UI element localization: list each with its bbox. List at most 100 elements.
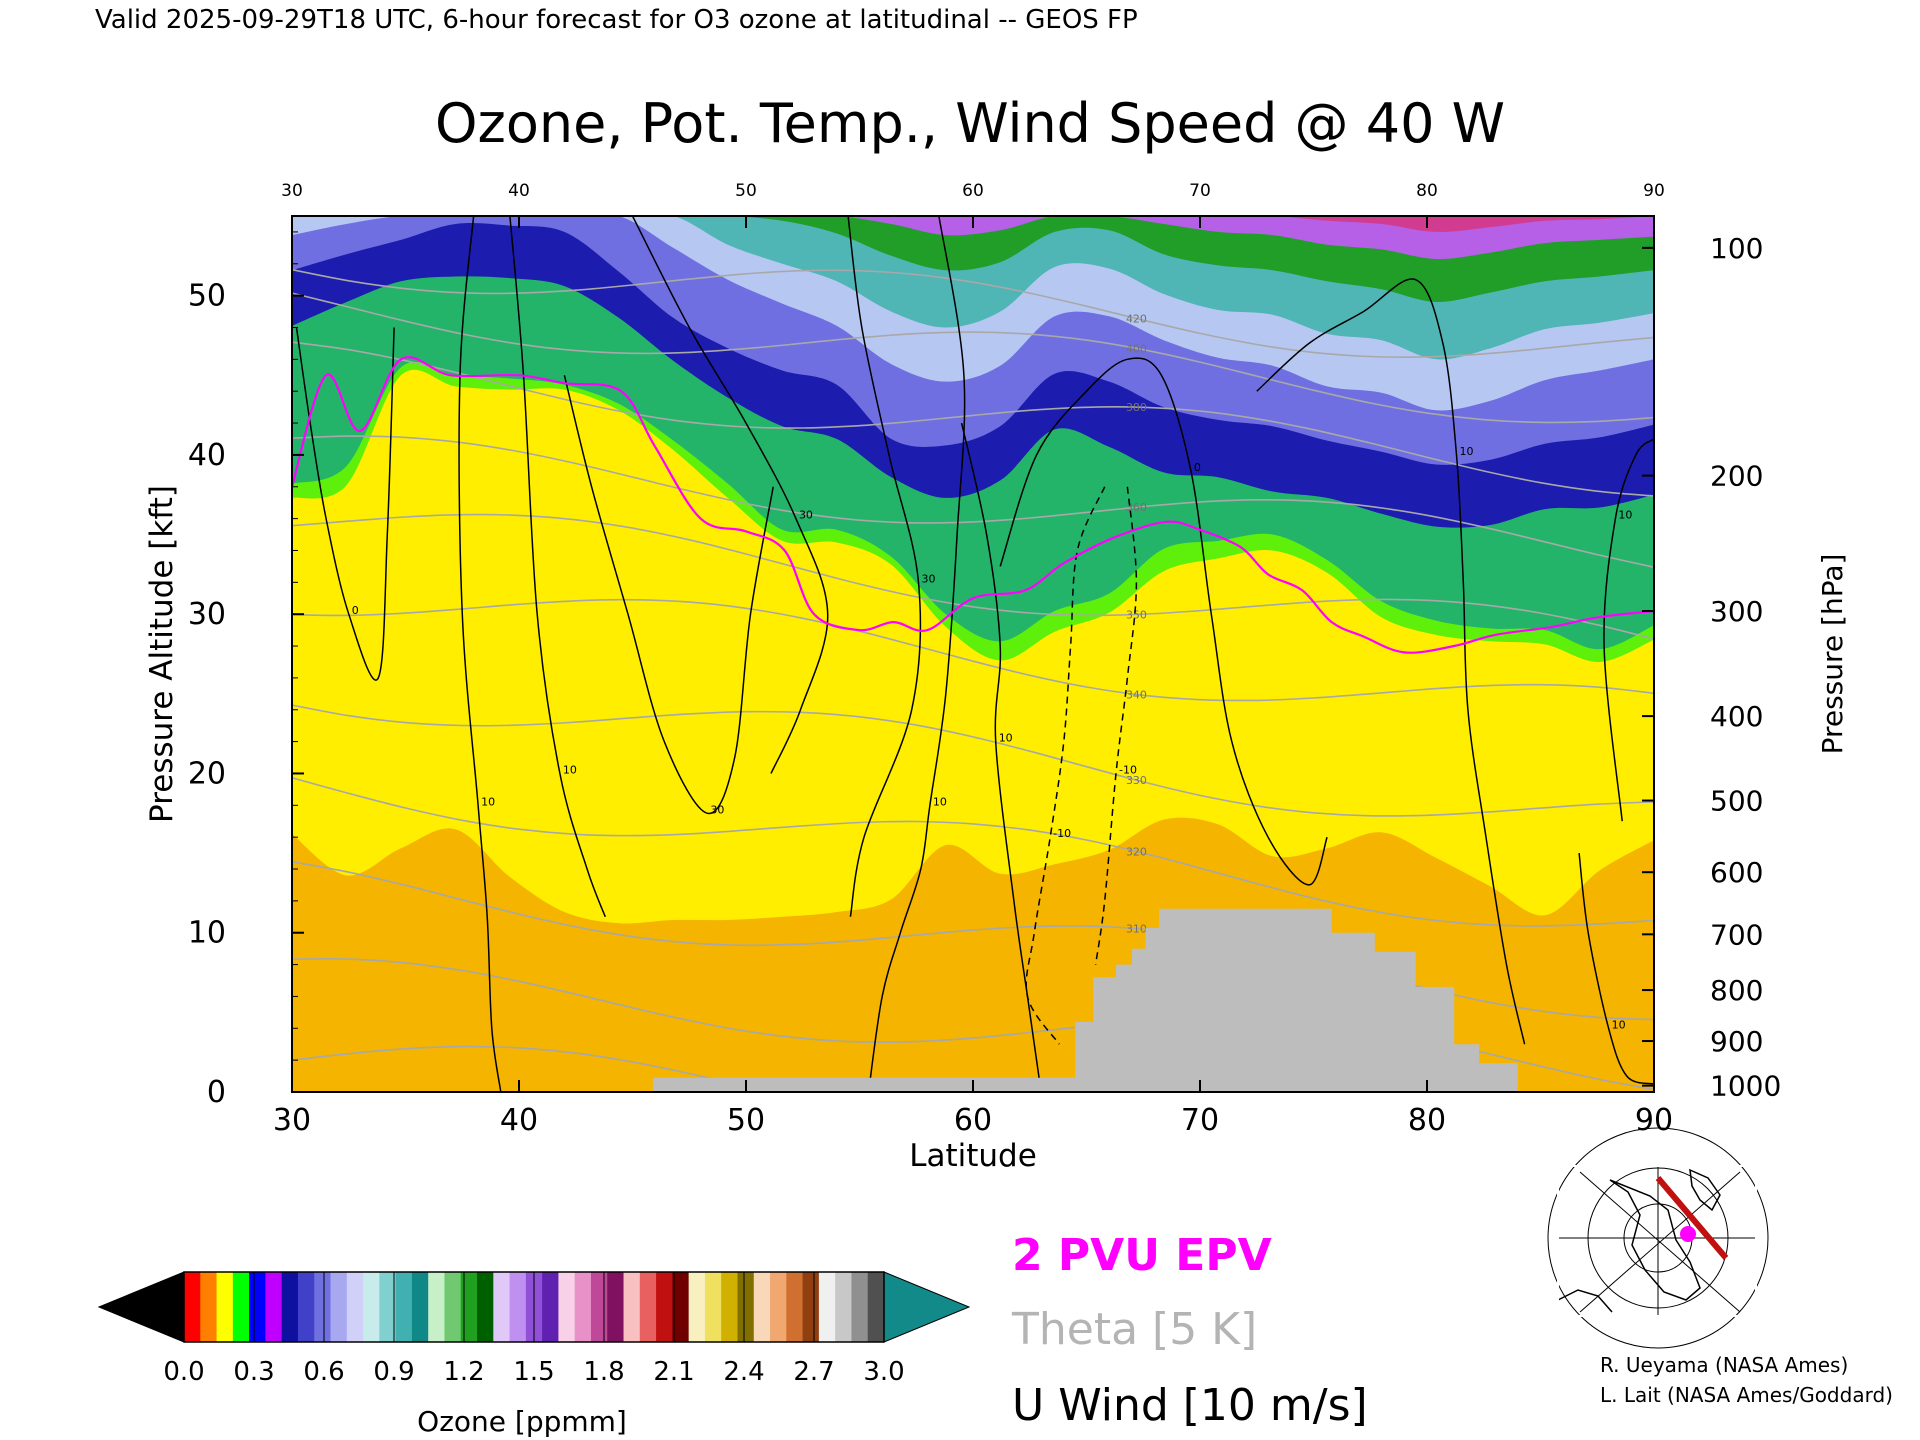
colorbar-tick-label: 2.7 (793, 1357, 834, 1387)
pressure-tick-label: 600 (1710, 856, 1763, 889)
ozone-bands (292, 216, 1654, 1000)
credit-line-2: L. Lait (NASA Ames/Goddard) (1600, 1383, 1893, 1407)
theta-contour (292, 704, 1654, 817)
colorbar-swatch (721, 1272, 738, 1342)
u-wind-contour-label: -10 (1053, 827, 1071, 840)
u-wind-contour (1578, 853, 1654, 1085)
colorbar-swatch (867, 1272, 885, 1342)
colorbar-swatch (216, 1272, 234, 1342)
colorbar-swatch (509, 1272, 527, 1342)
colorbar-left-extension (97, 1271, 185, 1343)
x-top-tick-label: 90 (1643, 181, 1665, 201)
theta-contour (292, 435, 1654, 568)
x-tick-label: 80 (1408, 1103, 1446, 1138)
u-wind-contour-label: 0 (352, 604, 359, 617)
theta-contour (292, 292, 1654, 424)
theta-contour-label: 360 (1126, 501, 1147, 514)
u-wind-contour (1603, 438, 1654, 822)
colorbar-swatch (558, 1272, 576, 1342)
u-wind-contour-label: -10 (1119, 763, 1137, 776)
u-wind-contour-label: 10 (1460, 445, 1474, 458)
globe-map-icon (1547, 1127, 1769, 1349)
colorbar-swatch (297, 1272, 315, 1342)
theta-contour (292, 777, 1654, 927)
pressure-tick-label: 100 (1710, 232, 1763, 265)
colorbar-swatch (232, 1272, 250, 1342)
u-wind-contour-label: 10 (481, 795, 495, 808)
theta-contour-label: 380 (1126, 401, 1147, 414)
chart-title: Ozone, Pot. Temp., Wind Speed @ 40 W (435, 92, 1505, 155)
x-tick-label: 60 (954, 1103, 992, 1138)
colorbar-swatch (249, 1272, 266, 1342)
colorbar-tick-label: 1.8 (583, 1357, 624, 1387)
colorbar-tick-label: 0.9 (373, 1357, 414, 1387)
u-wind-contour (295, 327, 395, 681)
pressure-tick-label: 1000 (1710, 1070, 1781, 1103)
colorbar-swatch (672, 1272, 690, 1342)
theta-contour-label: 320 (1126, 845, 1147, 858)
colorbar-swatch (574, 1272, 592, 1342)
u-wind-contour (867, 216, 966, 1092)
epv-contour (292, 356, 1654, 654)
colorbar-swatch (395, 1272, 413, 1342)
colorbar-right-extension (883, 1271, 971, 1343)
colorbar-tick-label: 0.3 (233, 1357, 274, 1387)
theta-contour-label: 310 (1126, 923, 1147, 936)
colorbar-swatch (851, 1272, 869, 1342)
colorbar-swatch (379, 1272, 397, 1342)
epv-2pvu-contour (292, 356, 1654, 654)
colorbar-swatch (770, 1272, 787, 1342)
colorbar-swatch (704, 1272, 722, 1342)
valid-line: Valid 2025-09-29T18 UTC, 6-hour forecast… (95, 5, 1138, 35)
theta-contour (292, 598, 1654, 702)
colorbar-swatch (802, 1272, 820, 1342)
axes: 3030404050506060707080809090010203040501… (188, 181, 1781, 1138)
pressure-tick-label: 700 (1710, 918, 1763, 951)
colorbar-swatch (786, 1272, 804, 1342)
colorbar-swatch (460, 1272, 478, 1342)
x-top-tick-label: 70 (1189, 181, 1211, 201)
colorbar-swatch (346, 1272, 364, 1342)
colorbar-swatch (444, 1272, 462, 1342)
y-tick-label: 30 (188, 597, 226, 632)
theta-contour (292, 1045, 773, 1092)
colorbar-swatch (607, 1272, 625, 1342)
x-tick-label: 50 (727, 1103, 765, 1138)
u-wind-contour (1256, 278, 1526, 1045)
y-tick-label: 0 (207, 1075, 226, 1110)
u-wind-contour (631, 216, 829, 774)
pressure-tick-label: 400 (1710, 700, 1763, 733)
pressure-tick-label: 300 (1710, 595, 1763, 628)
colorbar-swatch (753, 1272, 771, 1342)
colorbar-swatch (639, 1272, 657, 1342)
colorbar-tick-label: 2.4 (723, 1357, 764, 1387)
x-top-tick-label: 30 (281, 181, 303, 201)
y-tick-label: 10 (188, 916, 226, 951)
ozone-band-9 (292, 216, 1654, 260)
location-marker (1680, 1226, 1696, 1242)
colorbar-tick-label: 0.6 (303, 1357, 344, 1387)
u-wind-contour-label: 0 (1194, 461, 1201, 474)
pressure-tick-label: 200 (1710, 460, 1763, 493)
credit-line-1: R. Ueyama (NASA Ames) (1600, 1353, 1848, 1377)
colorbar-swatch (623, 1272, 641, 1342)
u-wind-contour (509, 216, 606, 918)
u-wind-dashed-contour (1025, 486, 1106, 1045)
section-track (1655, 1176, 1729, 1260)
x-axis-label: Latitude (909, 1138, 1037, 1174)
colorbar-tick-label: 1.2 (443, 1357, 484, 1387)
colorbar-tick-label: 2.1 (653, 1357, 694, 1387)
u-wind-contour (563, 375, 774, 815)
colorbar-swatch (818, 1272, 836, 1342)
x-top-tick-label: 60 (962, 181, 984, 201)
y-tick-label: 50 (188, 279, 226, 314)
u-wind-contour-label: 30 (922, 572, 936, 585)
colorbar-label: Ozone [ppmm] (417, 1405, 627, 1438)
colorbar-swatch (411, 1272, 429, 1342)
pressure-tick-label: 800 (1710, 974, 1763, 1007)
y2-axis-label: Pressure [hPa] (1816, 554, 1849, 755)
pressure-tick-label: 500 (1710, 785, 1763, 818)
u-wind-dashed-contour (1094, 486, 1138, 965)
u-wind-contour-label: 10 (1618, 509, 1632, 522)
